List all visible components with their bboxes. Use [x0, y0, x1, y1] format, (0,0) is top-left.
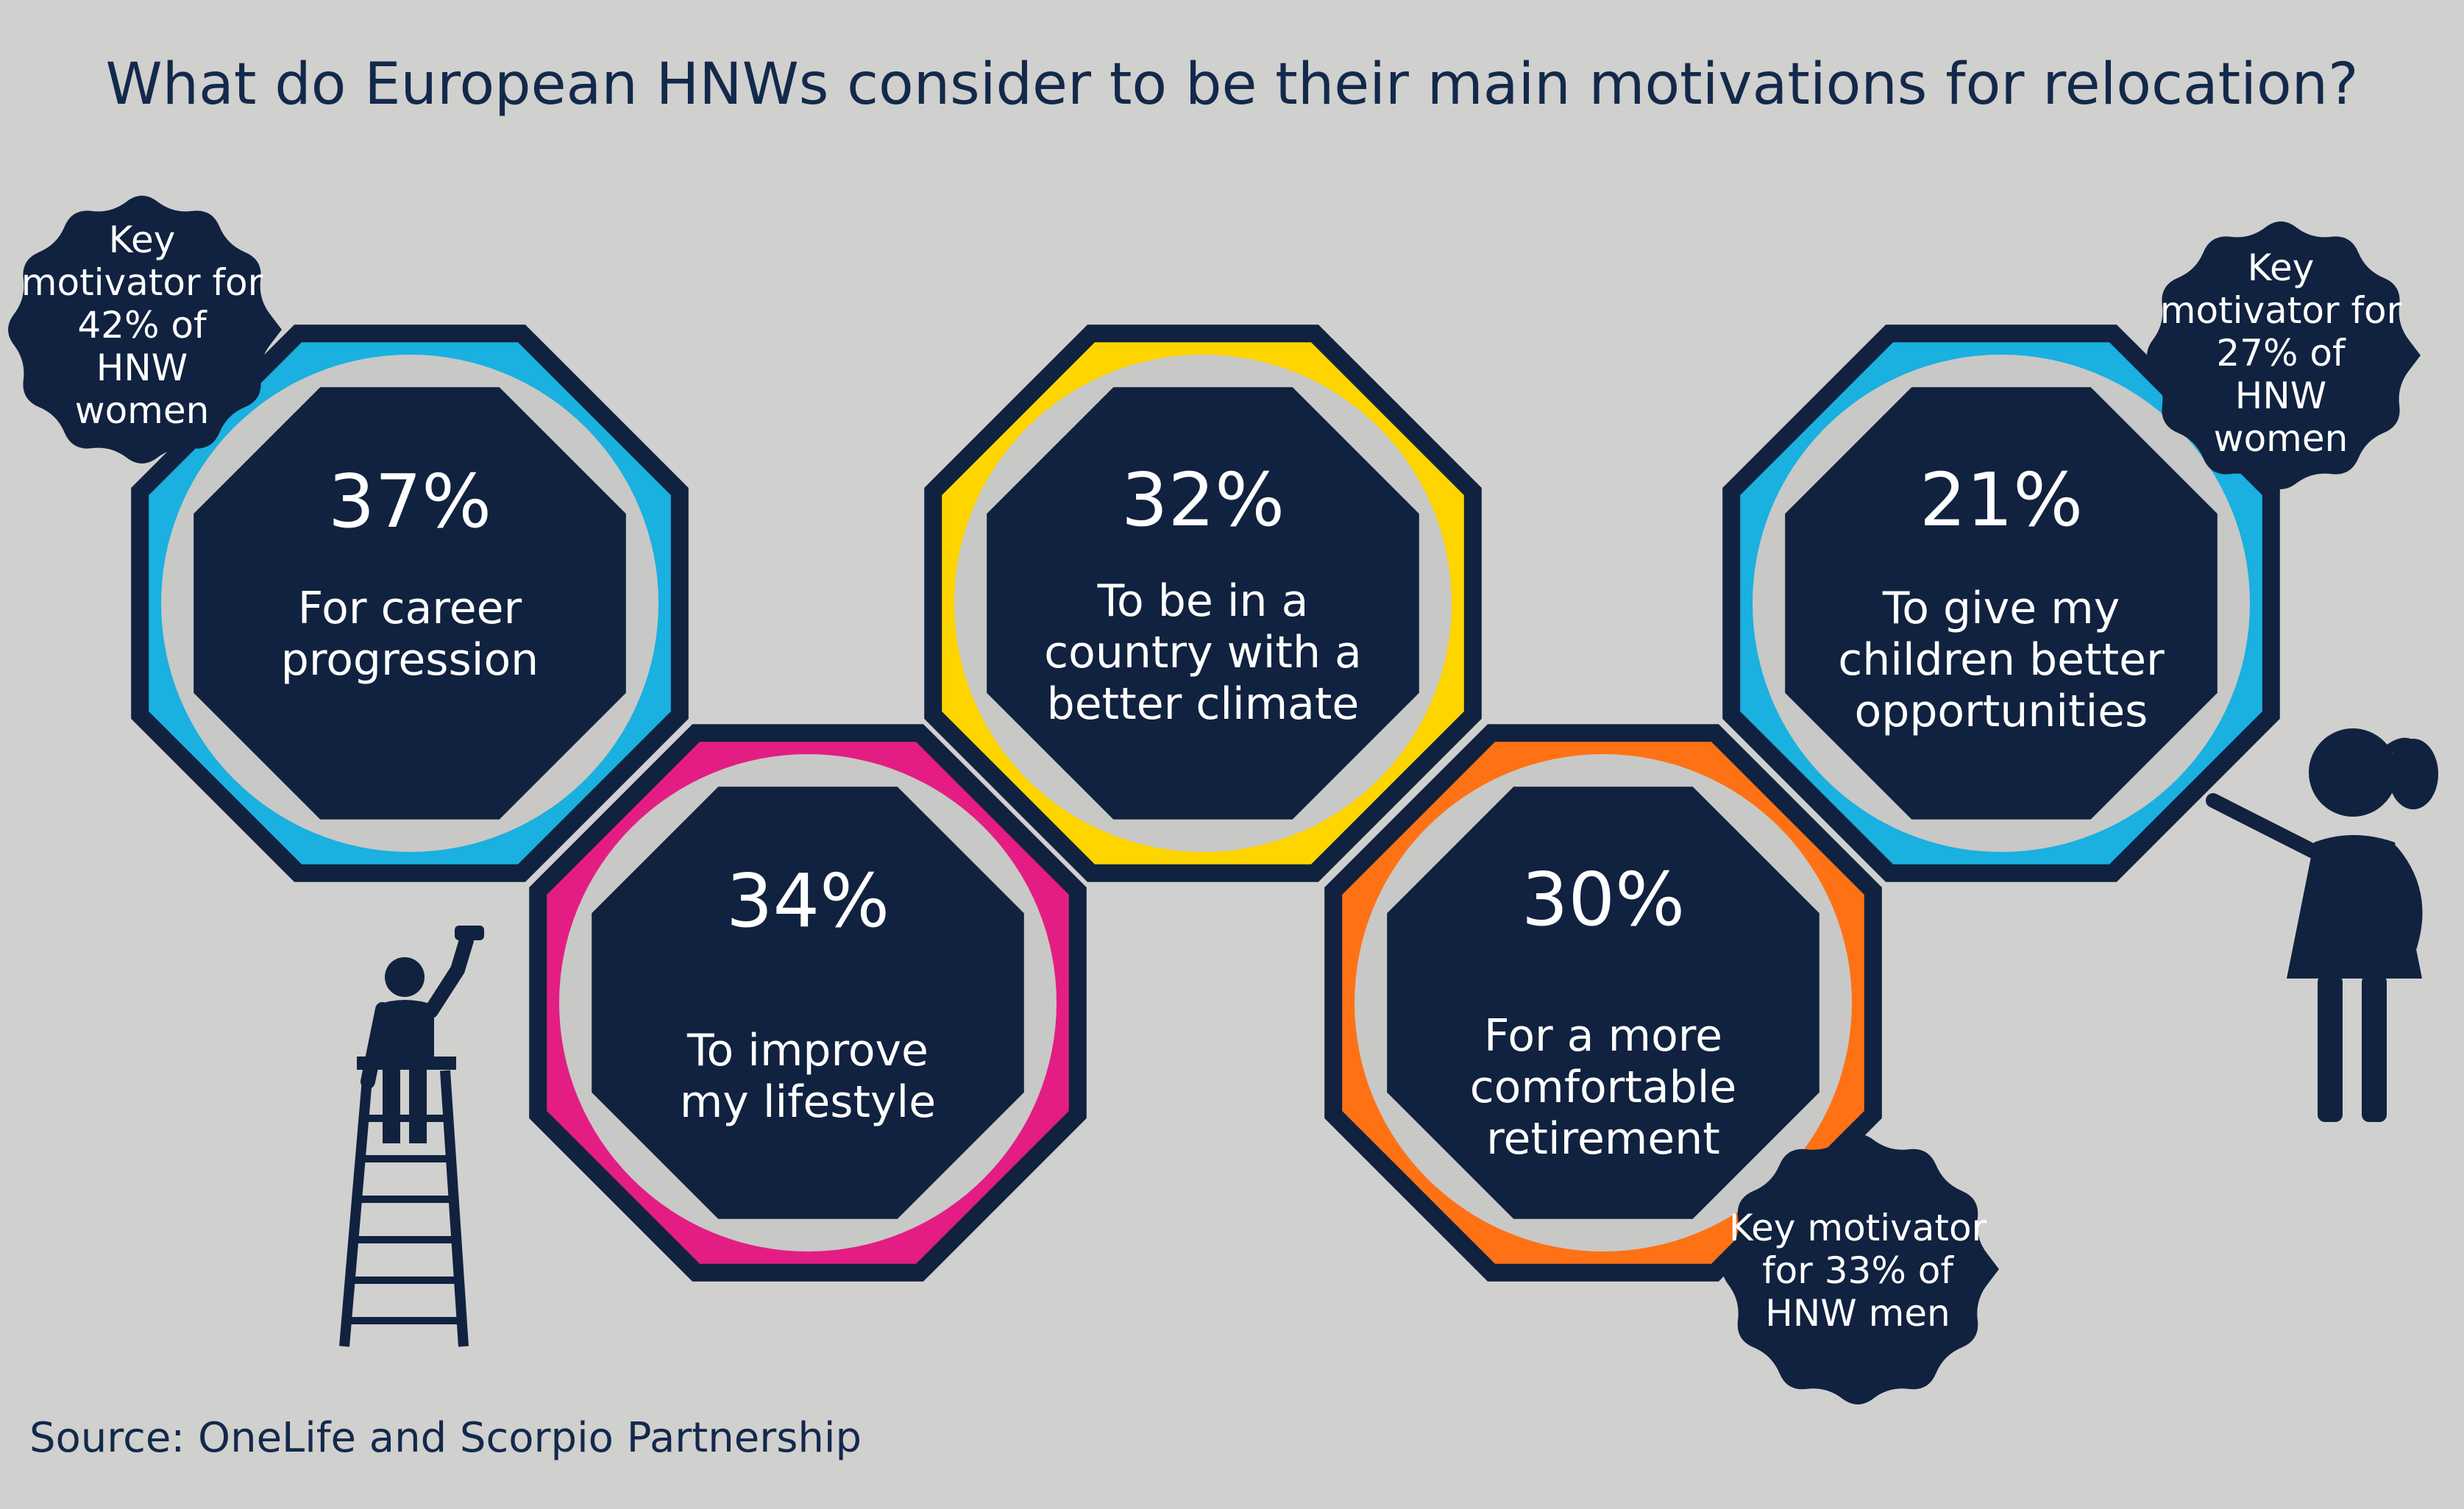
source-note: Source: OneLife and Scorpio Partnership — [29, 1414, 862, 1462]
motivation-label: For career progression — [280, 583, 539, 686]
callout-burst — [1722, 1134, 1999, 1405]
motivation-octagon — [1324, 724, 1882, 1282]
callout-burst — [2147, 221, 2421, 489]
page-title: What do European HNWs consider to be the… — [105, 52, 2359, 118]
motivation-octagons — [131, 324, 2280, 1282]
motivation-octagon — [924, 324, 1482, 882]
motivation-label: For a more comfortable retirement — [1469, 1010, 1737, 1165]
callout-bursts — [8, 196, 2421, 1405]
motivation-percent: 21% — [1919, 457, 2084, 543]
girl-painting-icon — [2206, 728, 2438, 1122]
painter-on-ladder-icon — [339, 926, 484, 1347]
motivation-percent: 30% — [1521, 856, 1686, 942]
motivation-percent: 32% — [1121, 457, 1285, 543]
callout-text: Key motivator for 27% of HNW women — [2159, 246, 2402, 460]
callout-burst — [8, 196, 283, 464]
motivation-label: To improve my lifestyle — [679, 1025, 937, 1128]
callout-text: Key motivator for 42% of HNW women — [21, 219, 263, 432]
motivation-octagon — [529, 724, 1087, 1282]
motivation-label: To be in a country with a better climate — [1044, 575, 1362, 730]
motivation-label: To give my children better opportunities — [1838, 583, 2165, 737]
motivation-octagon — [1722, 324, 2280, 882]
motivation-percent: 37% — [327, 458, 492, 544]
motivation-octagon — [131, 324, 689, 882]
motivation-percent: 34% — [725, 858, 890, 944]
callout-text: Key motivator for 33% of HNW men — [1728, 1207, 1987, 1335]
